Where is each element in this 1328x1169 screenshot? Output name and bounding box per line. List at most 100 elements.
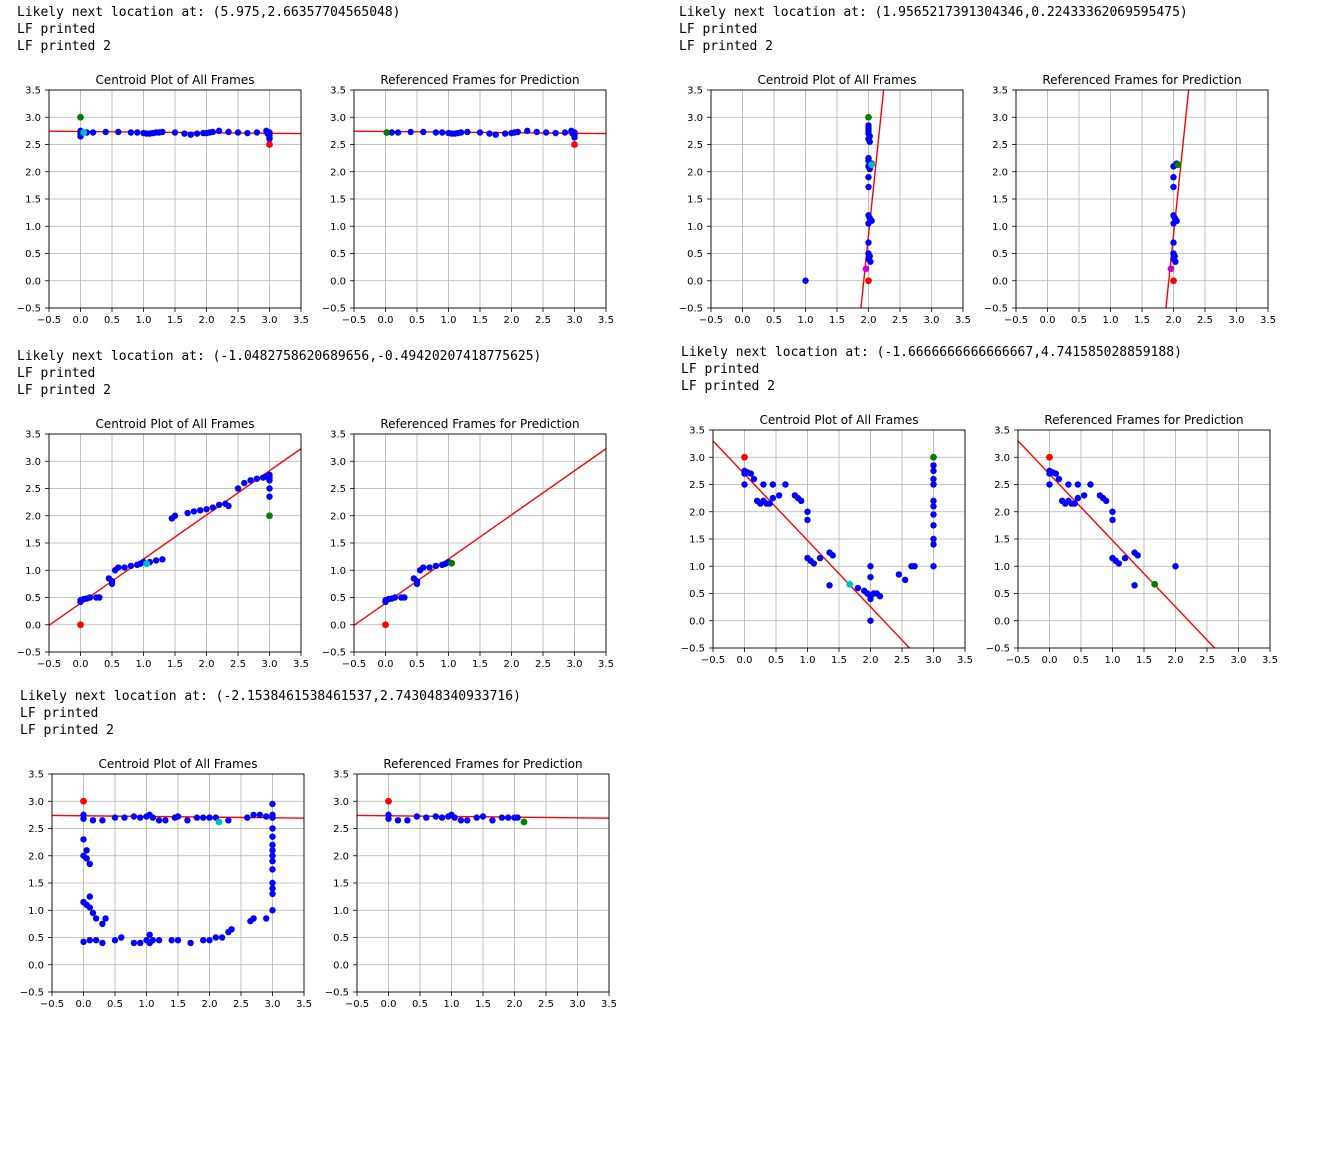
stdout-text: Likely next location at: (-1.04827586206…: [17, 348, 541, 399]
centroid-point: [86, 860, 94, 868]
x-tick-label: 3.5: [1260, 315, 1276, 326]
centroid-point: [174, 813, 182, 820]
centroid-point: [181, 130, 188, 137]
x-tick-label: 2.0: [507, 999, 523, 1010]
x-tick-label: 1.5: [831, 655, 847, 666]
centroid-point: [486, 130, 493, 137]
x-tick-label: 3.0: [262, 659, 278, 670]
x-tick-label: 3.5: [598, 315, 614, 326]
y-tick-label: 3.5: [689, 426, 705, 437]
y-tick-label: 1.0: [687, 222, 703, 233]
y-tick-label: −0.5: [20, 988, 44, 999]
y-tick-label: 1.5: [330, 195, 346, 206]
y-tick-label: 2.5: [28, 824, 44, 835]
centroid-point: [930, 511, 937, 518]
x-tick-label: 3.0: [926, 655, 942, 666]
centroid-point: [130, 939, 138, 947]
x-tick-label: 2.0: [861, 315, 877, 326]
centroid-point: [930, 497, 937, 505]
centroid-point: [930, 462, 937, 469]
y-tick-label: 3.0: [25, 113, 41, 124]
centroid-point: [505, 814, 512, 821]
centroid-point: [423, 814, 430, 821]
y-tick-label: 0.0: [25, 620, 41, 631]
centroid-point: [86, 937, 94, 944]
stdout-text: Likely next location at: (-2.15384615384…: [20, 688, 521, 739]
centroid-point: [854, 584, 862, 592]
centroid-point: [244, 129, 251, 137]
centroid-plot: Centroid Plot of All Frames −0.5−0.5 0.0 0.…: [20, 757, 312, 1010]
centroid-point: [89, 909, 97, 917]
x-tick-label: 3.5: [296, 999, 312, 1010]
centroid-point: [89, 817, 97, 824]
y-tick-label: 1.0: [25, 566, 41, 577]
centroid-point: [159, 128, 166, 136]
centroid-point: [901, 576, 909, 584]
centroid-point: [750, 475, 758, 483]
stdout-line: LF printed 2: [681, 379, 775, 394]
x-tick-label: 0.0: [378, 315, 394, 326]
centroid-point: [266, 485, 273, 492]
x-tick-label: 1.5: [472, 659, 488, 670]
centroid-point: [89, 129, 97, 136]
stdout-line: Likely next location at: (-1.66666666666…: [681, 345, 1182, 360]
x-tick-label: 2.5: [230, 659, 246, 670]
x-tick-label: 1.5: [170, 999, 186, 1010]
x-tick-label: 2.0: [863, 655, 879, 666]
centroid-point: [1170, 174, 1177, 181]
start-point: [77, 113, 84, 121]
y-tick-label: 2.5: [994, 480, 1010, 491]
centroid-point: [92, 915, 100, 922]
x-tick-label: 2.5: [538, 999, 554, 1010]
centroid-point: [1087, 481, 1094, 488]
centroid-point: [206, 814, 213, 821]
x-tick-label: 0.5: [409, 315, 425, 326]
centroid-point: [184, 817, 191, 824]
centroid-point: [137, 814, 144, 821]
centroid-point: [1046, 481, 1053, 488]
x-tick-label: 0.0: [735, 315, 751, 326]
axes-frame: [710, 89, 964, 309]
y-tick-label: 2.0: [330, 167, 346, 178]
centroid-point: [413, 580, 421, 588]
y-tick-label: 2.0: [992, 167, 1008, 178]
x-tick-label: 3.0: [1229, 315, 1245, 326]
x-tick-label: 3.0: [1231, 655, 1247, 666]
axes-frame: [51, 773, 305, 993]
y-tick-label: 1.0: [333, 906, 349, 917]
y-tick-label: 3.5: [687, 86, 703, 97]
axes-frame: [1015, 89, 1269, 309]
x-tick-label: 0.5: [412, 999, 428, 1010]
x-tick-label: 1.5: [829, 315, 845, 326]
y-tick-label: 0.0: [994, 616, 1010, 627]
centroid-point: [464, 128, 471, 136]
x-tick-label: 3.0: [262, 315, 278, 326]
centroid-point: [479, 813, 487, 820]
axes-frame: [48, 433, 302, 653]
centroid-point: [102, 128, 109, 136]
centroid-point: [865, 220, 872, 227]
centroid-point: [769, 494, 777, 502]
x-tick-label: 0.5: [409, 659, 425, 670]
end-point: [80, 797, 87, 805]
centroid-point: [146, 931, 153, 938]
centroid-point: [1109, 516, 1116, 524]
centroid-point: [225, 502, 232, 510]
centroid-point: [225, 817, 232, 824]
y-tick-label: 3.0: [994, 453, 1010, 464]
centroid-point: [426, 564, 433, 571]
stdout-line: Likely next location at: (-1.04827586206…: [17, 349, 542, 364]
centroid-point: [203, 506, 210, 513]
axes-frame: [1017, 429, 1271, 649]
x-tick-label: 3.0: [567, 315, 583, 326]
centroid-point: [1172, 258, 1179, 265]
x-tick-label: 2.5: [1197, 315, 1213, 326]
x-tick-label: 1.0: [441, 659, 457, 670]
y-tick-label: −0.5: [17, 648, 41, 659]
centroid-point: [234, 129, 242, 136]
x-tick-label: 2.5: [892, 315, 908, 326]
centroid-point: [413, 813, 421, 820]
centroid-point: [269, 833, 276, 840]
x-tick-label: 0.0: [1042, 655, 1058, 666]
centroid-point: [264, 130, 271, 137]
